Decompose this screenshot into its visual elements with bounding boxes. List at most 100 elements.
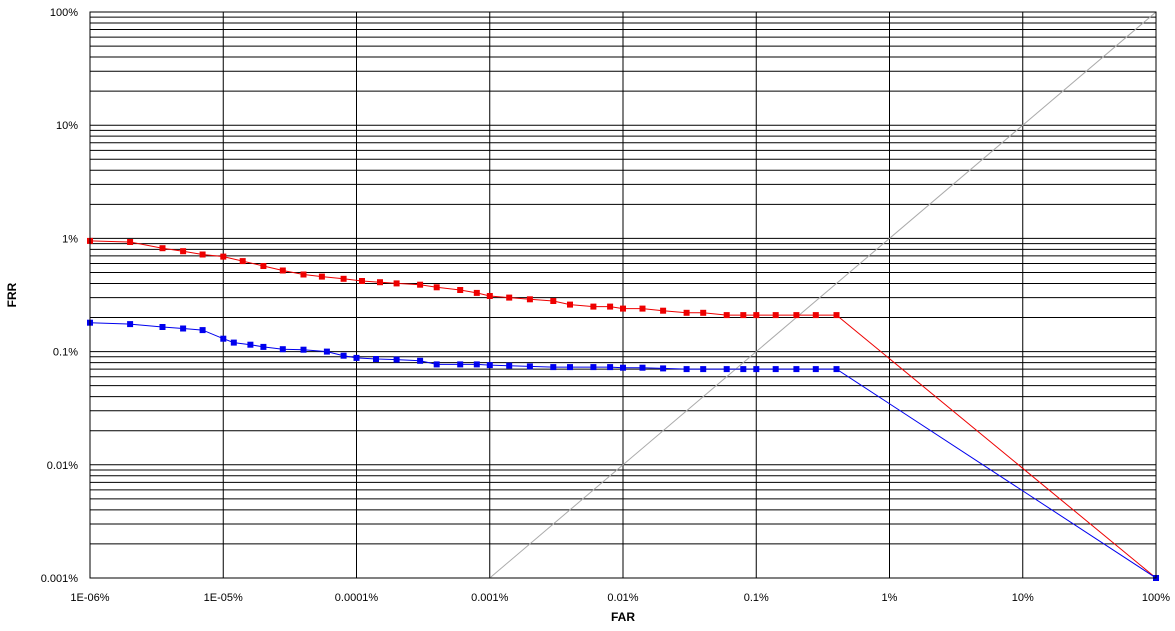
series-2-point bbox=[473, 361, 480, 368]
series-2-point bbox=[590, 364, 597, 371]
y-tick-label: 100% bbox=[50, 7, 78, 19]
series-2-point bbox=[340, 352, 347, 359]
series-2-point bbox=[199, 327, 206, 334]
series-1-point bbox=[260, 263, 267, 269]
series-2-point bbox=[260, 343, 267, 350]
series-2-point bbox=[373, 356, 379, 362]
series-2-point bbox=[550, 364, 557, 371]
series-1-point bbox=[812, 312, 819, 319]
series-2-point bbox=[247, 341, 254, 348]
series-2-point bbox=[506, 362, 513, 369]
y-axis-label: FRR bbox=[5, 282, 19, 307]
series-1-point bbox=[740, 312, 747, 319]
x-tick-label: 100% bbox=[1142, 592, 1170, 604]
series-1-point bbox=[220, 253, 227, 260]
series-1-point bbox=[793, 312, 800, 319]
series-1-point bbox=[506, 294, 513, 301]
series-2-point bbox=[159, 324, 166, 330]
x-tick-label: 1E-06% bbox=[70, 592, 109, 604]
y-tick-label: 1% bbox=[62, 233, 78, 245]
series-1-point bbox=[180, 248, 187, 255]
series-1-point bbox=[239, 258, 246, 265]
series-1-point bbox=[526, 296, 533, 303]
series-2-point bbox=[683, 366, 690, 373]
series-2-point bbox=[793, 366, 800, 373]
series-1-point bbox=[683, 309, 690, 316]
series-1-point bbox=[318, 273, 325, 280]
series-1-point bbox=[620, 305, 626, 312]
series-2-line bbox=[89, 322, 1157, 579]
series-1-point bbox=[433, 284, 440, 291]
series-1-point bbox=[639, 305, 646, 312]
series-1-point bbox=[393, 280, 400, 287]
x-tick-label: 0.1% bbox=[744, 592, 769, 604]
series-1-point bbox=[473, 289, 480, 296]
series-2-point bbox=[127, 321, 134, 328]
series-1-point bbox=[486, 293, 493, 299]
series-2-point bbox=[526, 363, 533, 370]
series-1-point bbox=[199, 251, 206, 258]
x-tick-label: 10% bbox=[1012, 592, 1034, 604]
series-1-point bbox=[417, 281, 424, 288]
series-1-point bbox=[772, 312, 779, 319]
series-2-point bbox=[180, 325, 187, 332]
series-2-point bbox=[567, 364, 573, 371]
x-tick-label: 0.01% bbox=[607, 592, 638, 604]
y-tick-label: 0.1% bbox=[53, 347, 78, 359]
series-1-point bbox=[833, 312, 840, 319]
series-2-point bbox=[433, 361, 440, 368]
series-2-point bbox=[393, 356, 400, 363]
series-2-point bbox=[620, 364, 626, 371]
series-2-point bbox=[660, 365, 667, 372]
y-tick-label: 10% bbox=[56, 120, 78, 132]
series-2-point bbox=[607, 364, 614, 371]
x-tick-labels: 1E-06% 1E-05% 0.0001% 0.001% 0.01% 0.1% 1% 10% 1… bbox=[70, 592, 1170, 604]
y-tick-label: 0.01% bbox=[47, 460, 78, 472]
series-1-point bbox=[723, 312, 730, 319]
series-1-point bbox=[550, 298, 557, 304]
series-2-point bbox=[740, 366, 747, 373]
series-1-point bbox=[279, 267, 286, 274]
x-tick-label: 0.001% bbox=[471, 592, 509, 604]
x-axis-label: FAR bbox=[611, 610, 635, 624]
series-1-point bbox=[340, 275, 347, 282]
series-1-point bbox=[359, 278, 365, 284]
series-2-point bbox=[323, 348, 330, 355]
series-1-point bbox=[159, 245, 166, 252]
series-1-point bbox=[700, 309, 707, 316]
series-1-point bbox=[127, 239, 134, 245]
series-2-point bbox=[300, 346, 307, 353]
series-2-point bbox=[772, 366, 779, 373]
series-2-point bbox=[353, 354, 360, 361]
series-1-point bbox=[753, 312, 760, 319]
series-1-point bbox=[607, 303, 614, 310]
series-2-point bbox=[723, 366, 730, 373]
series-2-point bbox=[230, 339, 237, 346]
series-1-point bbox=[567, 301, 573, 308]
series-2-point bbox=[812, 366, 819, 373]
x-tick-label: 1% bbox=[882, 592, 898, 604]
series-2-point bbox=[417, 357, 424, 364]
series-1-point bbox=[300, 271, 307, 278]
series-1-point bbox=[457, 287, 464, 293]
plot-area-border bbox=[89, 11, 1157, 579]
y-tick-label: 0.001% bbox=[41, 573, 79, 585]
series-2-point bbox=[833, 366, 840, 373]
x-tick-label: 1E-05% bbox=[204, 592, 243, 604]
series-2-point bbox=[220, 335, 227, 342]
series-2-point bbox=[457, 361, 464, 368]
reference-line-group bbox=[489, 11, 1157, 579]
reference-diagonal-line bbox=[489, 11, 1157, 579]
series-1-point bbox=[377, 279, 383, 286]
series-2-point bbox=[486, 362, 493, 369]
x-tick-label: 0.0001% bbox=[335, 592, 379, 604]
y-tick-labels: 0.001% 0.01% 0.1% 1% 10% 100% bbox=[41, 7, 79, 585]
series-2-point bbox=[639, 364, 646, 371]
series-1-point bbox=[590, 303, 597, 310]
series-2-point bbox=[279, 346, 286, 353]
series-2-point bbox=[753, 366, 760, 373]
series-2-point bbox=[700, 366, 707, 373]
series-1-point bbox=[660, 307, 667, 314]
